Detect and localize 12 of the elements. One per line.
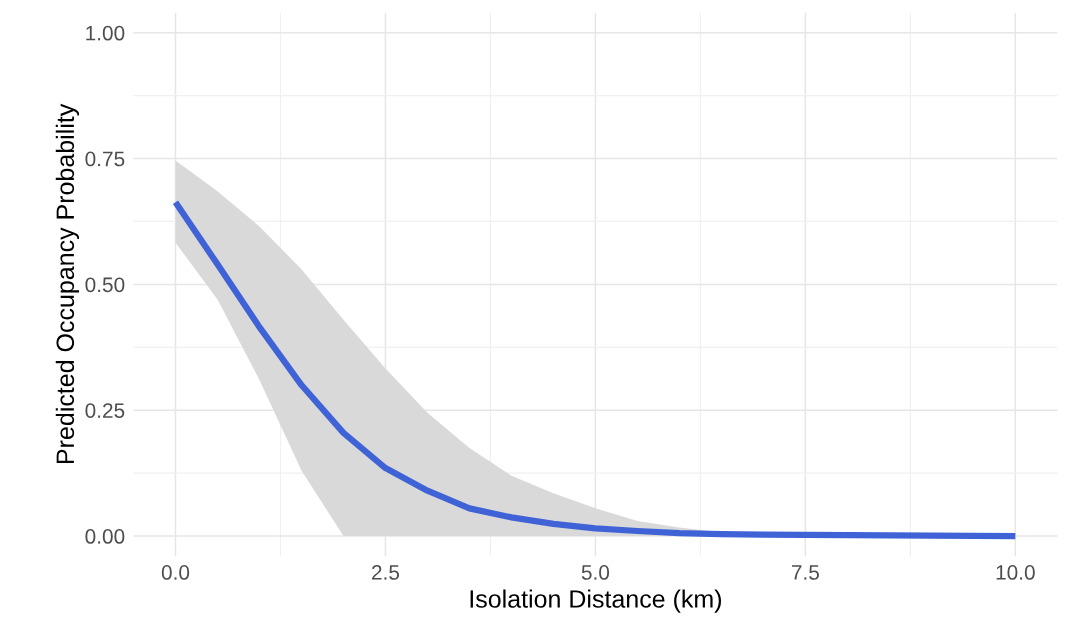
y-axis-title: Predicted Occupancy Probability	[55, 103, 80, 463]
y-tick-label: 0.75	[85, 151, 125, 167]
y-tick-label: 0.50	[85, 277, 125, 293]
x-tick-label: 2.5	[372, 565, 400, 580]
x-tick-label: 5.0	[581, 565, 610, 580]
x-tick-label: 7.5	[791, 565, 819, 580]
x-tick-label: 0.0	[161, 565, 190, 580]
y-tick-label: 0.25	[85, 403, 125, 418]
x-axis-title: Isolation Distance (km)	[470, 589, 721, 613]
y-tick-label: 0.00	[85, 529, 125, 544]
y-tick-label: 1.00	[86, 25, 125, 41]
x-tick-label: 10.0	[996, 565, 1035, 580]
